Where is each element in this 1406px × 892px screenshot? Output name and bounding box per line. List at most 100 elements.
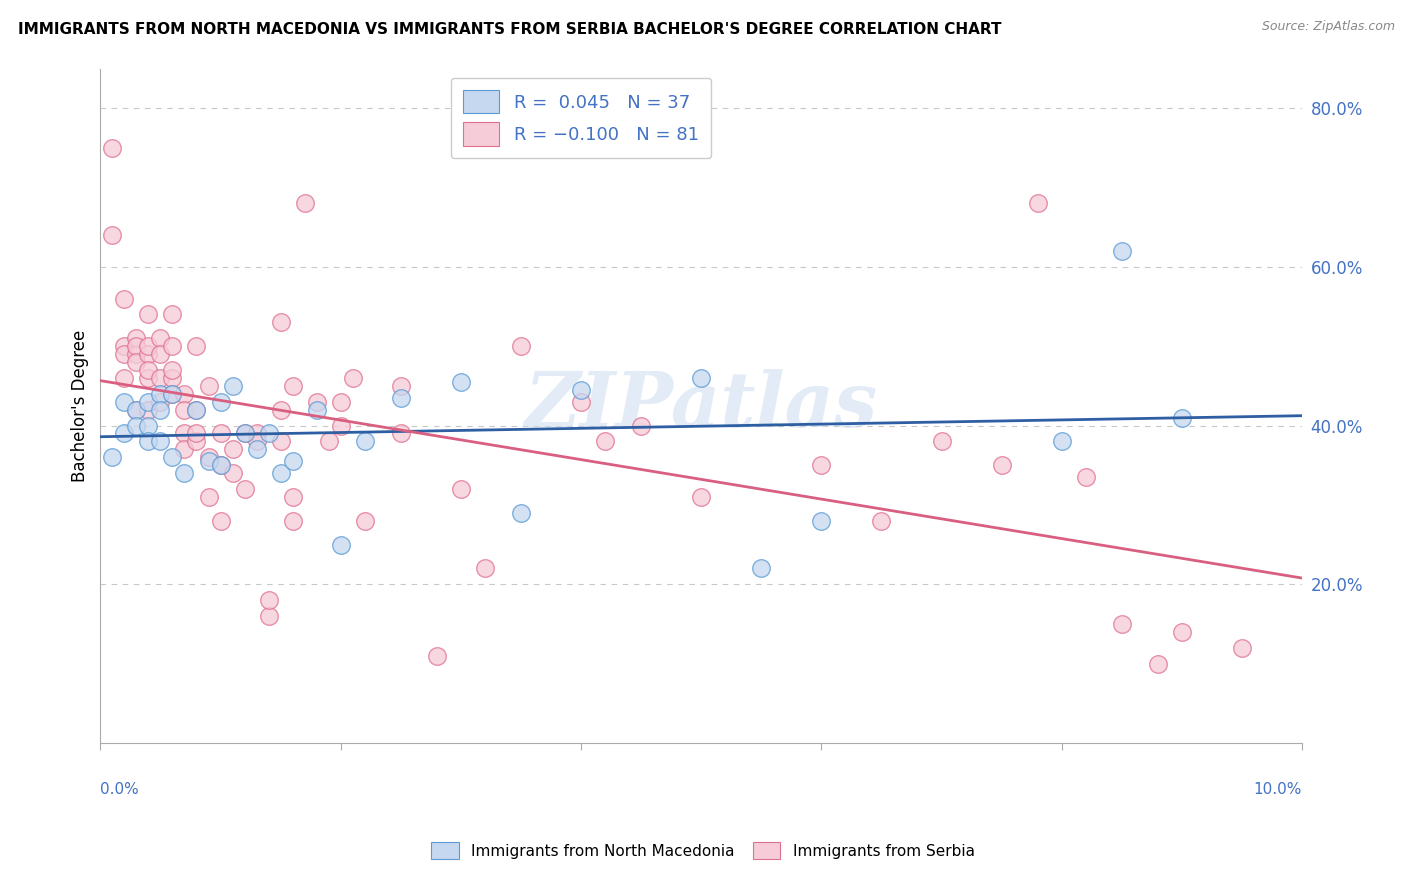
- Point: [162, 339, 184, 353]
- Point: [329, 418, 352, 433]
- Point: [1074, 470, 1097, 484]
- Point: [138, 434, 160, 449]
- Point: [270, 402, 292, 417]
- Point: [209, 458, 232, 472]
- Point: [138, 371, 160, 385]
- Point: [173, 466, 195, 480]
- Point: [1111, 616, 1133, 631]
- Point: [209, 394, 232, 409]
- Y-axis label: Bachelor's Degree: Bachelor's Degree: [72, 329, 89, 482]
- Point: [1026, 196, 1049, 211]
- Point: [173, 426, 195, 441]
- Point: [510, 339, 533, 353]
- Point: [112, 371, 135, 385]
- Point: [1230, 640, 1253, 655]
- Point: [125, 339, 148, 353]
- Legend: R =  0.045   N = 37, R = −0.100   N = 81: R = 0.045 N = 37, R = −0.100 N = 81: [450, 78, 711, 158]
- Point: [257, 593, 280, 607]
- Point: [186, 426, 208, 441]
- Point: [389, 391, 412, 405]
- Point: [162, 450, 184, 465]
- Point: [281, 514, 304, 528]
- Point: [209, 426, 232, 441]
- Text: 10.0%: 10.0%: [1254, 781, 1302, 797]
- Point: [138, 394, 160, 409]
- Point: [112, 347, 135, 361]
- Point: [221, 442, 243, 457]
- Point: [353, 514, 375, 528]
- Point: [389, 379, 412, 393]
- Point: [810, 514, 832, 528]
- Point: [101, 228, 124, 243]
- Point: [990, 458, 1012, 472]
- Point: [1050, 434, 1073, 449]
- Point: [125, 355, 148, 369]
- Point: [138, 402, 160, 417]
- Point: [149, 402, 172, 417]
- Point: [138, 339, 160, 353]
- Point: [450, 482, 472, 496]
- Point: [245, 426, 267, 441]
- Text: Source: ZipAtlas.com: Source: ZipAtlas.com: [1261, 20, 1395, 33]
- Point: [305, 394, 328, 409]
- Point: [305, 402, 328, 417]
- Point: [342, 371, 364, 385]
- Point: [1171, 624, 1194, 639]
- Point: [125, 331, 148, 345]
- Point: [690, 490, 713, 504]
- Point: [112, 426, 135, 441]
- Point: [162, 308, 184, 322]
- Point: [281, 379, 304, 393]
- Point: [329, 537, 352, 551]
- Point: [101, 450, 124, 465]
- Point: [101, 141, 124, 155]
- Point: [125, 402, 148, 417]
- Point: [329, 394, 352, 409]
- Point: [149, 434, 172, 449]
- Point: [749, 561, 772, 575]
- Point: [270, 466, 292, 480]
- Point: [149, 331, 172, 345]
- Point: [1147, 657, 1170, 671]
- Point: [162, 371, 184, 385]
- Point: [569, 394, 592, 409]
- Point: [125, 402, 148, 417]
- Point: [353, 434, 375, 449]
- Point: [233, 482, 256, 496]
- Point: [318, 434, 340, 449]
- Point: [186, 434, 208, 449]
- Point: [149, 371, 172, 385]
- Text: IMMIGRANTS FROM NORTH MACEDONIA VS IMMIGRANTS FROM SERBIA BACHELOR'S DEGREE CORR: IMMIGRANTS FROM NORTH MACEDONIA VS IMMIG…: [18, 22, 1002, 37]
- Point: [474, 561, 496, 575]
- Point: [197, 450, 219, 465]
- Point: [173, 386, 195, 401]
- Point: [149, 394, 172, 409]
- Point: [112, 394, 135, 409]
- Point: [245, 434, 267, 449]
- Point: [257, 426, 280, 441]
- Point: [257, 608, 280, 623]
- Text: 0.0%: 0.0%: [100, 781, 139, 797]
- Legend: Immigrants from North Macedonia, Immigrants from Serbia: Immigrants from North Macedonia, Immigra…: [423, 835, 983, 866]
- Point: [389, 426, 412, 441]
- Point: [162, 386, 184, 401]
- Point: [593, 434, 616, 449]
- Point: [173, 402, 195, 417]
- Point: [233, 426, 256, 441]
- Point: [510, 506, 533, 520]
- Point: [186, 339, 208, 353]
- Point: [162, 363, 184, 377]
- Point: [630, 418, 652, 433]
- Point: [690, 371, 713, 385]
- Point: [162, 386, 184, 401]
- Point: [931, 434, 953, 449]
- Text: ZIPatlas: ZIPatlas: [524, 368, 877, 442]
- Point: [1171, 410, 1194, 425]
- Point: [197, 490, 219, 504]
- Point: [186, 402, 208, 417]
- Point: [125, 347, 148, 361]
- Point: [426, 648, 449, 663]
- Point: [221, 379, 243, 393]
- Point: [138, 347, 160, 361]
- Point: [270, 315, 292, 329]
